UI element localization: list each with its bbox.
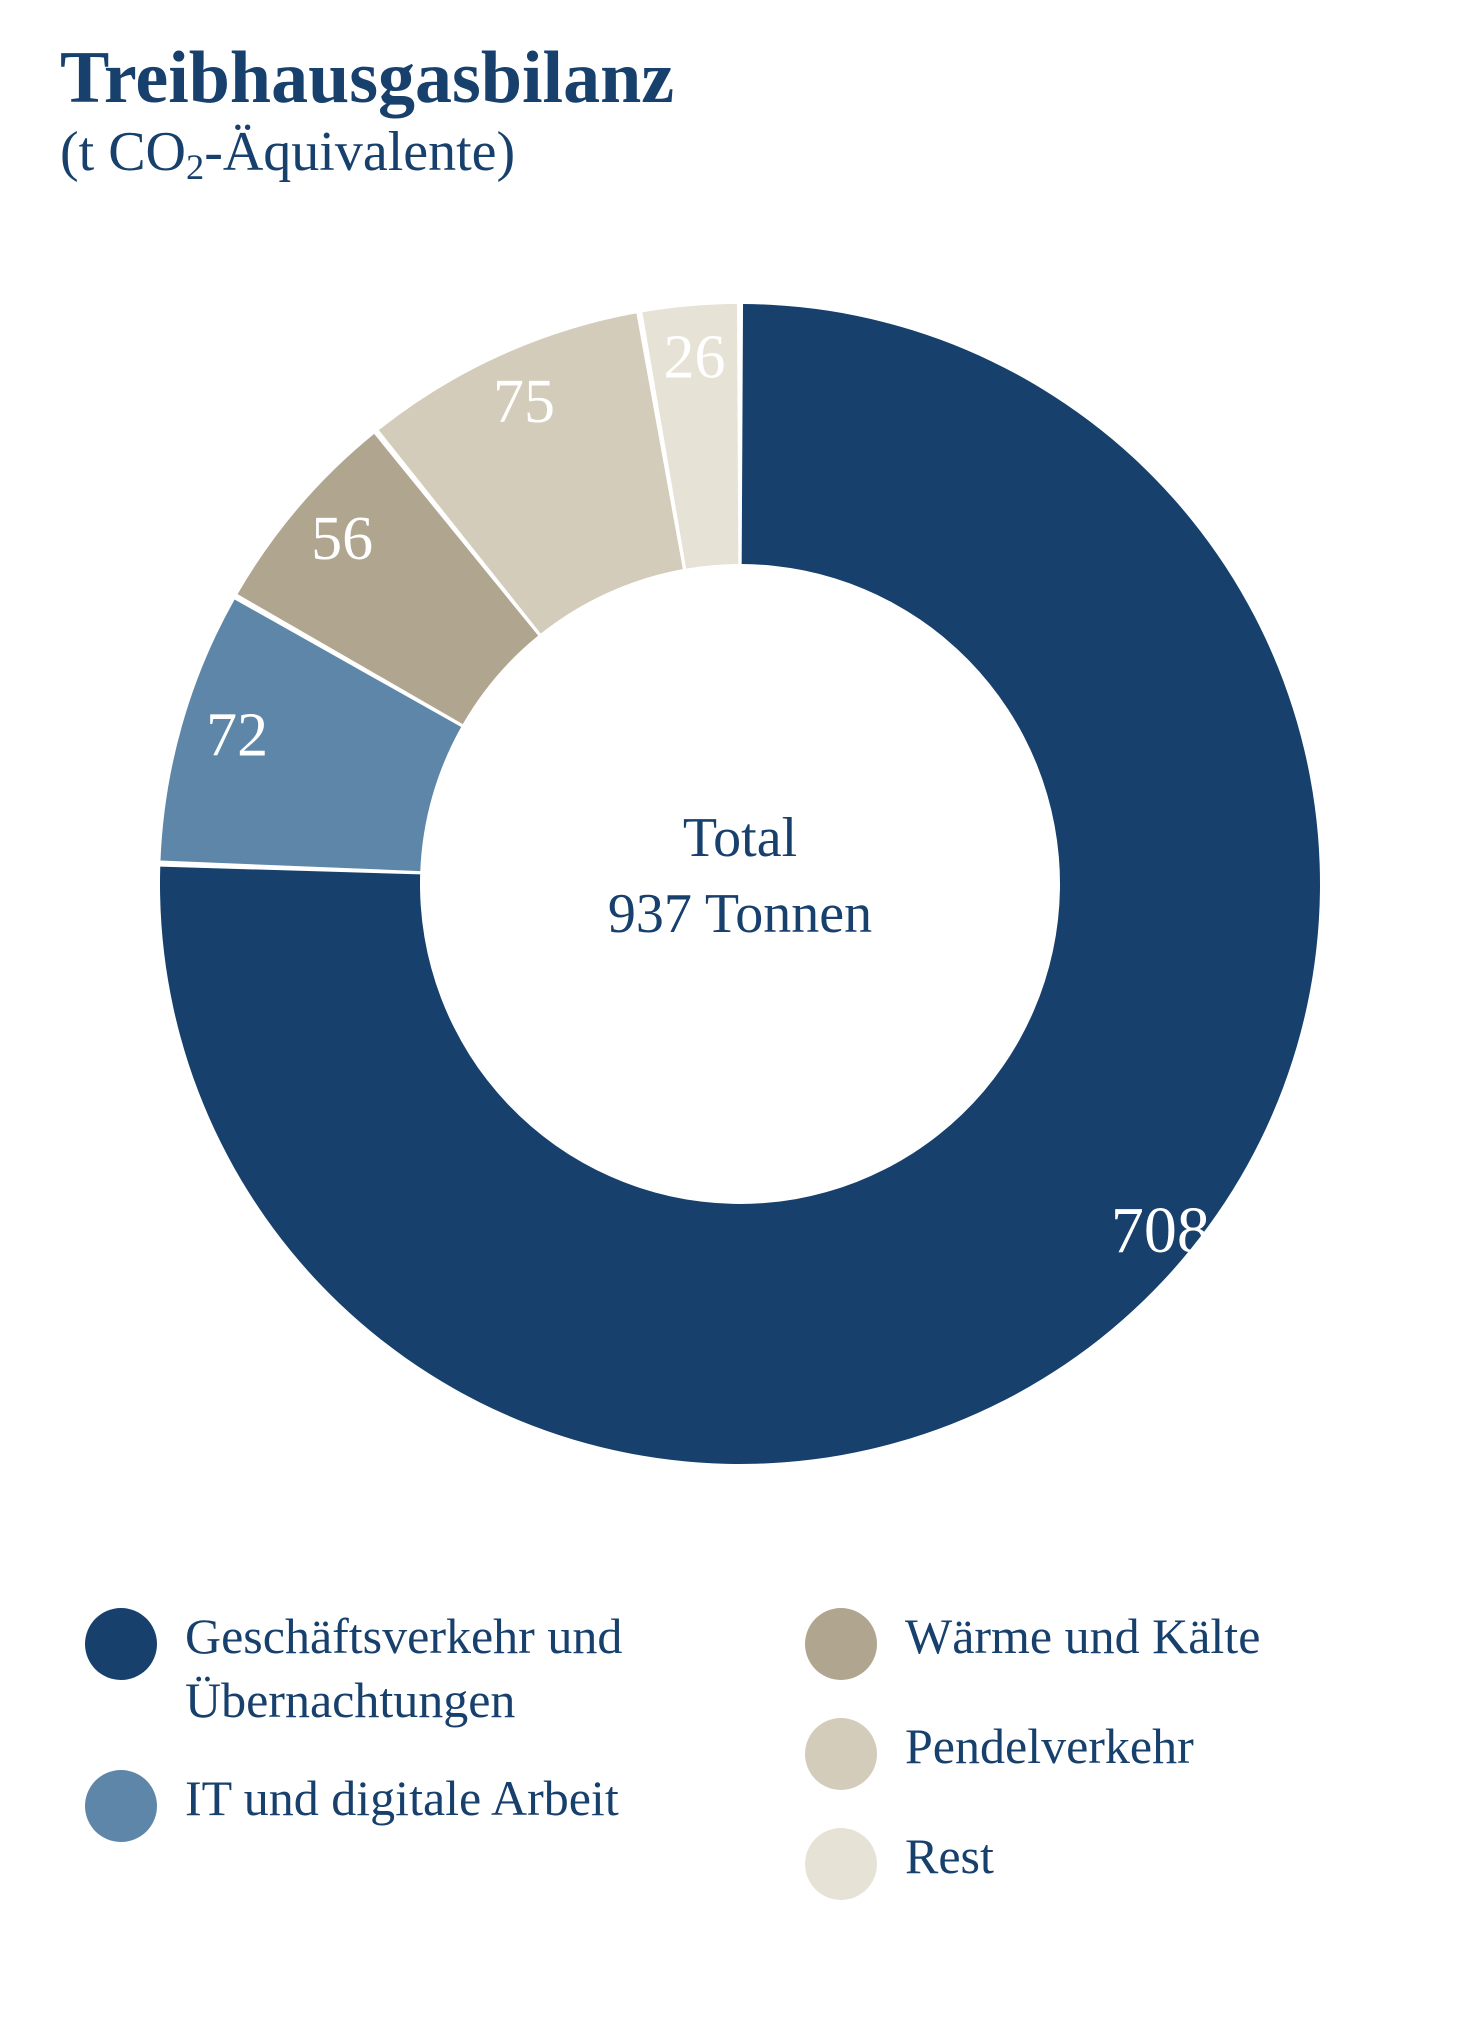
legend-swatch	[85, 1608, 157, 1680]
legend-label: Rest	[905, 1824, 994, 1888]
donut-chart: 708 72 56 75 26 Total 937 Tonnen	[100, 244, 1380, 1524]
donut-chart-wrap: 708 72 56 75 26 Total 937 Tonnen	[60, 244, 1420, 1524]
legend-label: Wärme und Kälte	[905, 1604, 1260, 1668]
slice-value-label: 26	[663, 323, 725, 391]
slice-value-label: 75	[493, 368, 555, 436]
legend-item: Pendelverkehr	[805, 1714, 1260, 1790]
subtitle-prefix: (t CO	[60, 121, 186, 183]
slice-value-label: 708	[1111, 1194, 1210, 1267]
subtitle-subscript: 2	[186, 147, 204, 187]
chart-title: Treibhausgasbilanz	[60, 40, 1420, 118]
center-total-label: Total	[683, 807, 797, 869]
legend-label: Pendelverkehr	[905, 1714, 1194, 1778]
chart-subtitle: (t CO2-Äquivalente)	[60, 120, 1420, 184]
legend-label: IT und digitale Arbeit	[185, 1766, 619, 1830]
legend-item: Geschäftsverkehr und Übernach­tungen	[85, 1604, 685, 1732]
legend-item: Wärme und Kälte	[805, 1604, 1260, 1680]
subtitle-suffix: -Äquivalente)	[204, 121, 515, 183]
legend: Geschäftsverkehr und Übernach­tungen IT u…	[60, 1604, 1420, 1900]
chart-container: Treibhausgasbilanz (t CO2-Äquivalente) 7…	[0, 0, 1480, 2017]
slice-value-label: 56	[311, 505, 373, 573]
legend-item: IT und digitale Arbeit	[85, 1766, 685, 1842]
legend-swatch	[805, 1828, 877, 1900]
legend-label: Geschäftsverkehr und Übernach­tungen	[185, 1604, 685, 1732]
legend-swatch	[805, 1608, 877, 1680]
legend-swatch	[85, 1770, 157, 1842]
slice-value-label: 72	[206, 701, 268, 769]
legend-swatch	[805, 1718, 877, 1790]
legend-column: Wärme und Kälte Pendelverkehr Rest	[805, 1604, 1260, 1900]
center-total-value: 937 Tonnen	[608, 883, 872, 945]
legend-column: Geschäftsverkehr und Übernach­tungen IT u…	[85, 1604, 685, 1900]
legend-item: Rest	[805, 1824, 1260, 1900]
